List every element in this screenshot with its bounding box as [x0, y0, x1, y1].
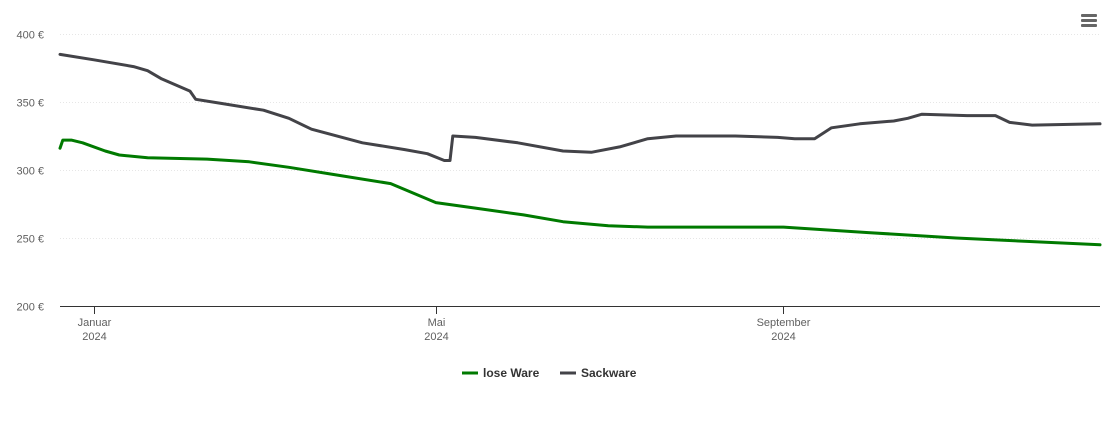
legend-label: Sackware — [581, 366, 637, 380]
legend-item[interactable]: lose Ware — [462, 366, 540, 380]
hamburger-menu-icon[interactable] — [1078, 12, 1100, 32]
series-line-lose-ware[interactable] — [58, 138, 1102, 247]
menu-bar — [1081, 14, 1097, 17]
x-tick-month-label: Mai — [428, 317, 446, 329]
legend-label: lose Ware — [483, 366, 540, 380]
grid-lines — [60, 34, 1100, 239]
y-tick-label: 400 € — [16, 30, 44, 42]
y-tick-label: 300 € — [16, 166, 44, 178]
x-tick-year-label: 2024 — [82, 331, 106, 343]
y-tick-label: 350 € — [16, 98, 44, 110]
x-tick-month-label: Januar — [78, 317, 112, 329]
x-axis: Januar 2024 Mai 2024 September 2024 — [60, 306, 1100, 343]
menu-bar — [1081, 24, 1097, 27]
x-tick-month-label: September — [757, 317, 811, 329]
y-tick-label: 200 € — [16, 302, 44, 314]
y-tick-label: 250 € — [16, 234, 44, 246]
y-axis: 200 € 250 € 300 € 350 € 400 € — [16, 30, 44, 314]
x-tick-year-label: 2024 — [771, 331, 795, 343]
legend-item[interactable]: Sackware — [560, 366, 637, 380]
legend[interactable]: lose Ware Sackware — [462, 366, 637, 380]
series-group — [58, 52, 1102, 247]
series-line-sackware[interactable] — [58, 52, 1102, 162]
x-tick-year-label: 2024 — [424, 331, 448, 343]
menu-bar — [1081, 19, 1097, 22]
